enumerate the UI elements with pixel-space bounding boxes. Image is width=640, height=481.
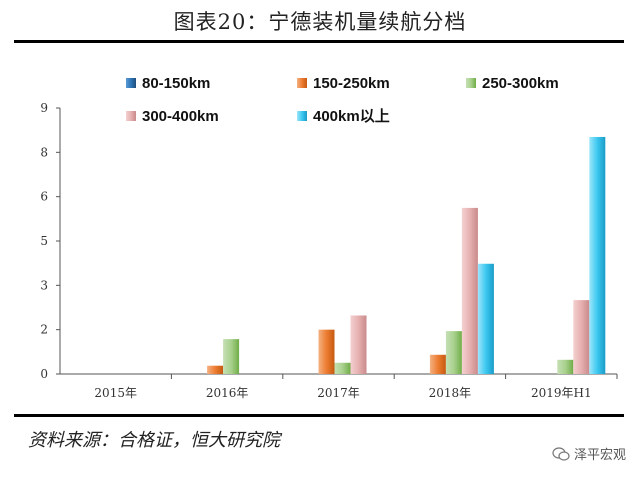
- x-tick-label: 2018年: [429, 386, 472, 400]
- legend-label: 400km以上: [313, 108, 390, 125]
- legend-label: 300-400km: [142, 108, 219, 125]
- wechat-icon: [552, 446, 570, 461]
- y-tick-label: 5: [40, 234, 48, 248]
- y-tick-label: 2: [40, 323, 48, 337]
- footer-rule: [14, 414, 624, 417]
- legend-label: 250-300km: [482, 75, 559, 92]
- title-rule: [14, 40, 624, 43]
- bar-250-300km-2019年H1: [557, 359, 574, 374]
- bar-300-400km-2018年: [461, 207, 478, 374]
- y-tick-label: 0: [40, 367, 48, 381]
- chart-title: 图表20：宁德装机量续航分档: [173, 10, 467, 34]
- watermark: 泽平宏观: [552, 444, 626, 463]
- x-tick-label: 2019年H1: [531, 386, 592, 400]
- x-tick-label: 2017年: [317, 386, 360, 400]
- legend-label: 150-250km: [313, 75, 390, 92]
- legend-swatch-400km以上: [297, 111, 307, 121]
- bar-400km以上-2018年: [477, 263, 494, 374]
- legend-swatch-80-150km: [126, 78, 136, 88]
- source-note: 资料来源：合格证，恒大研究院: [28, 430, 280, 451]
- legend-swatch-300-400km: [126, 111, 136, 121]
- y-tick-label: 8: [40, 145, 48, 159]
- x-tick-label: 2016年: [206, 386, 249, 400]
- y-tick-label: 6: [40, 190, 48, 204]
- y-tick-label: 3: [40, 278, 48, 292]
- bar-150-250km-2018年: [429, 354, 446, 374]
- legend-label: 80-150km: [142, 75, 210, 92]
- bar-400km以上-2019年H1: [589, 136, 606, 374]
- bar-150-250km-2017年: [318, 329, 335, 374]
- legend-swatch-250-300km: [466, 78, 476, 88]
- watermark-text: 泽平宏观: [573, 448, 626, 463]
- bar-300-400km-2017年: [350, 315, 367, 374]
- bar-250-300km-2018年: [445, 331, 462, 374]
- bar-150-250km-2016年: [207, 365, 224, 374]
- bar-250-300km-2016年: [223, 339, 240, 374]
- bar-250-300km-2017年: [334, 362, 351, 374]
- y-tick-label: 9: [40, 101, 48, 115]
- legend-swatch-150-250km: [297, 78, 307, 88]
- x-tick-label: 2015年: [94, 386, 137, 400]
- bar-300-400km-2019年H1: [573, 300, 590, 374]
